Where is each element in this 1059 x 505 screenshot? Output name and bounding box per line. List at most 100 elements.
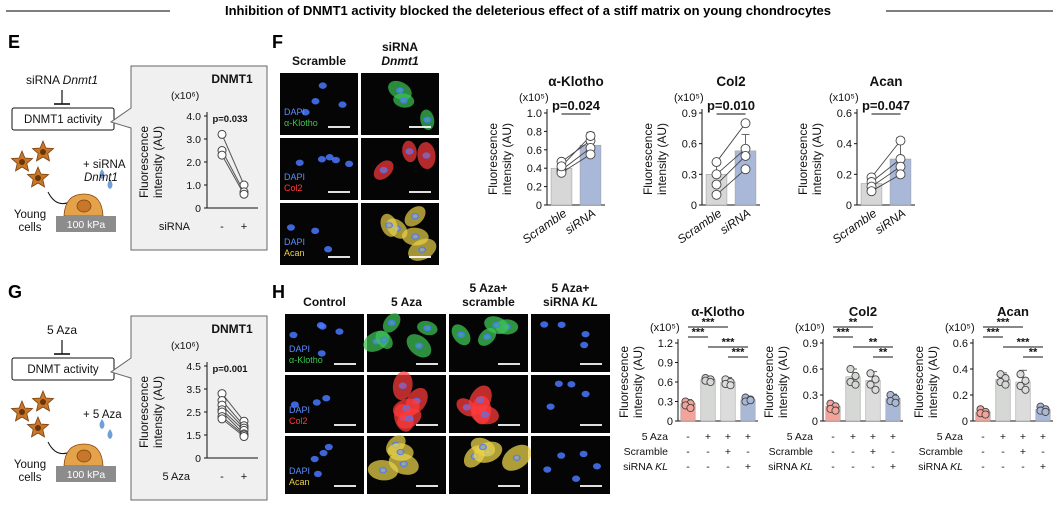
inset-callout <box>109 65 268 251</box>
condition-row-label: siRNA KL <box>768 461 813 473</box>
chart-ytick-label: 0 <box>536 200 542 212</box>
chart-ytick-label: 0 <box>846 200 852 212</box>
chart-unit: (x10⁵) <box>519 92 549 104</box>
data-point <box>1001 380 1010 389</box>
stain-overlap <box>397 88 403 93</box>
column-header: 5 Aza+ <box>552 281 590 295</box>
stain-overlap <box>412 234 418 239</box>
stain-label-dapi: DAPI <box>284 237 305 247</box>
dapi-nucleus <box>411 233 420 240</box>
data-point <box>740 150 751 161</box>
dapi-nucleus <box>476 396 485 404</box>
cell-nucleus <box>19 159 25 165</box>
label-italic: KL <box>950 461 963 473</box>
dapi-nucleus <box>286 224 295 231</box>
inset-ytick-label: 1.0 <box>186 180 201 192</box>
condition-row-label: Scramble <box>919 446 964 458</box>
dapi-nucleus <box>379 467 388 474</box>
label-italic: KL <box>800 461 813 473</box>
data-point <box>851 380 860 389</box>
inset-point-post <box>239 189 249 199</box>
cell-nucleus <box>40 149 46 155</box>
column-header-line2: siRNA KL <box>543 295 598 309</box>
stain-overlap <box>419 247 425 252</box>
comparison-label: *** <box>692 327 706 339</box>
stain-overlap <box>386 223 392 228</box>
label-plain: scramble <box>462 295 515 309</box>
bar-chart-0: α-Klotho (x10⁵) Fluorescence intensity (AU)… <box>486 74 605 247</box>
dapi-nucleus <box>418 246 427 253</box>
paired-line <box>716 168 746 196</box>
micrograph-tile <box>280 203 358 265</box>
inset-ylabel: intensity (AU) <box>151 376 165 448</box>
condition-sign: + <box>870 431 876 443</box>
column-header-line2: scramble <box>462 295 515 309</box>
inset-ytick-label: 0 <box>195 203 201 215</box>
paired-line <box>871 173 901 192</box>
condition-row-label: siRNA KL <box>918 461 963 473</box>
dapi-nucleus <box>322 394 331 402</box>
inset-ylabel: Fluorescence <box>137 376 151 448</box>
dapi-nucleus <box>396 448 405 456</box>
label-plain: siRNA <box>768 461 800 473</box>
stain-label-dapi: DAPI <box>289 344 310 354</box>
dapi-nucleus <box>385 222 394 229</box>
dapi-nucleus <box>543 466 552 473</box>
added-label: + siRNA <box>83 159 126 171</box>
chart-ytick-label: 0 <box>691 200 697 212</box>
condition-sign: - <box>686 461 690 473</box>
chart-ylabel: intensity (AU) <box>926 346 940 418</box>
dapi-nucleus <box>480 411 489 418</box>
label-italic: Dnmt1 <box>381 54 419 68</box>
x-category-label: siRNA <box>717 206 753 237</box>
inset-ytick-label: 2.5 <box>186 407 201 419</box>
label-plain: Scramble <box>624 446 669 458</box>
inset-paired-line <box>221 134 245 186</box>
chart-ytick-label: 0.4 <box>837 139 852 151</box>
inset-unit: (x10⁶) <box>171 340 199 352</box>
condition-row-label: 5 Aza <box>937 431 963 443</box>
rounded-cell-nucleus <box>76 199 92 213</box>
dapi-nucleus <box>311 98 320 105</box>
dapi-nucleus <box>478 443 487 451</box>
chart-ytick-label: 0.6 <box>953 338 968 350</box>
column-header: 5 Aza <box>391 295 422 309</box>
data-point <box>1016 370 1025 379</box>
data-point <box>1021 376 1030 385</box>
condition-sign: - <box>831 431 835 443</box>
cells-label: Young <box>14 209 46 221</box>
column-header: 5 Aza+ <box>470 281 508 295</box>
stain-overlap <box>458 332 464 337</box>
condition-sign: + <box>850 431 856 443</box>
dapi-nucleus <box>557 452 566 459</box>
data-point <box>740 118 751 129</box>
condition-sign: + <box>1020 446 1026 458</box>
x-category-label: siRNA <box>562 206 598 237</box>
condition-sign: + <box>725 446 731 458</box>
dapi-nucleus <box>579 450 588 458</box>
x-category-label: siRNA <box>872 206 908 237</box>
stain-overlap <box>480 445 486 450</box>
chart-title: α-Klotho <box>691 304 745 319</box>
chart-ytick-label: 0.2 <box>837 169 852 181</box>
data-point <box>585 149 596 160</box>
inset-point-pre <box>217 129 227 139</box>
stain-overlap <box>403 406 409 411</box>
dapi-nucleus <box>387 319 396 327</box>
reagent-droplet <box>99 169 105 179</box>
data-point <box>895 169 906 180</box>
chart-ytick-label: 0.3 <box>682 169 697 181</box>
stain-overlap <box>401 461 407 466</box>
dapi-nucleus <box>581 390 590 398</box>
condition-sign: + <box>1020 431 1026 443</box>
condition-sign: + <box>1000 431 1006 443</box>
panel-letter-g: G <box>8 282 22 302</box>
chart-ytick-label: 0.9 <box>658 358 673 370</box>
dapi-nucleus <box>554 380 563 387</box>
micrograph-grid-f: ScramblesiRNADnmt1DAPIα-KlothoDAPICol2DA… <box>280 40 439 265</box>
stain-overlap <box>416 343 422 348</box>
stain-overlap <box>400 383 406 388</box>
chart-ytick-label: 0.2 <box>953 390 968 402</box>
added-label-gene: Dnmt1 <box>84 172 118 184</box>
stain-overlap <box>464 405 470 410</box>
